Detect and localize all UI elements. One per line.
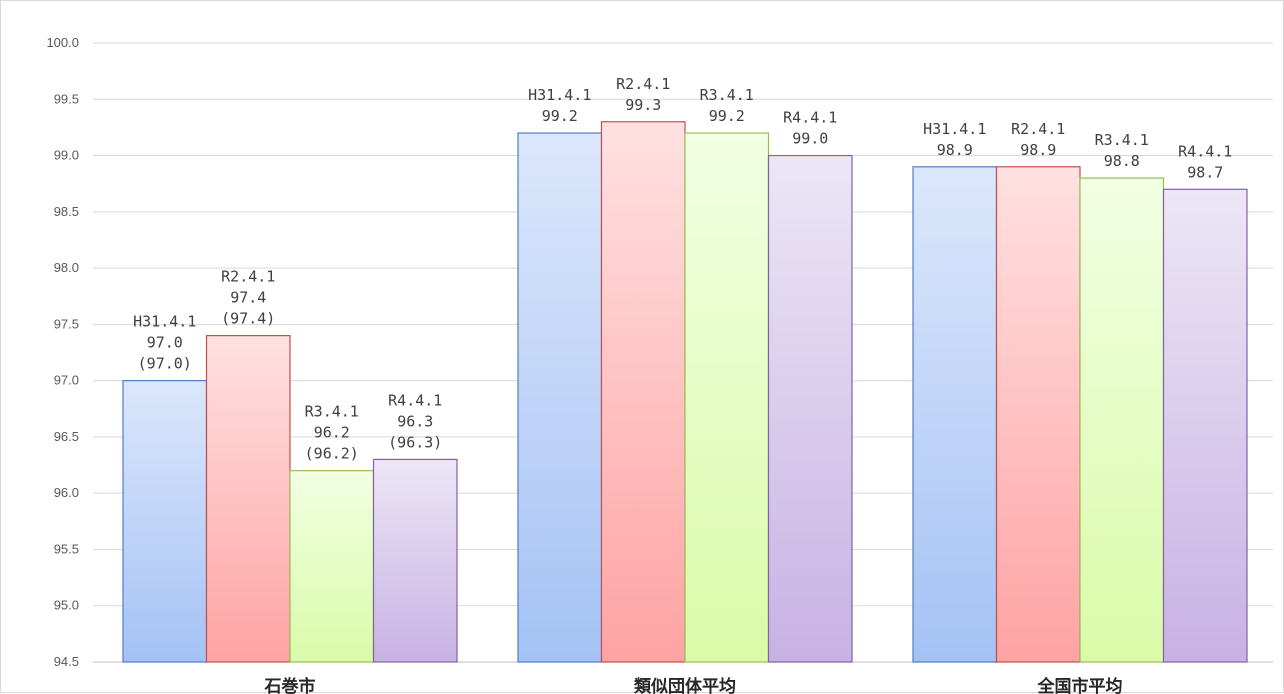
data-label: R4.4.1 <box>388 391 442 409</box>
data-label: 98.8 <box>1104 152 1140 170</box>
y-tick-label: 98.0 <box>54 260 79 275</box>
bar <box>1162 188 1248 663</box>
data-labels: H31.4.1 97.0 (97.0) H31.4.1 99.2 H31.4.1 98.9 R… <box>133 75 1232 463</box>
data-label: 98.9 <box>1020 141 1056 159</box>
category-label: 全国市平均 <box>1037 676 1123 694</box>
y-tick-label: 95.5 <box>54 541 79 556</box>
y-tick-label: 96.5 <box>54 429 79 444</box>
y-tick-label: 98.5 <box>54 204 79 219</box>
bar <box>122 380 208 663</box>
bar <box>205 335 291 663</box>
bar <box>995 166 1081 663</box>
bar <box>767 154 853 663</box>
data-label: 98.9 <box>937 141 973 159</box>
data-label: R4.4.1 <box>1178 142 1232 160</box>
data-label: R3.4.1 <box>1095 131 1149 149</box>
y-tick-label: 97.5 <box>54 316 79 331</box>
data-label: H31.4.1 <box>923 120 986 138</box>
data-label: 97.4 <box>230 289 266 307</box>
data-label: R4.4.1 <box>783 109 837 127</box>
data-label: 96.2 <box>314 424 350 442</box>
data-label: (96.2) <box>305 445 359 463</box>
data-label: R2.4.1 <box>221 268 275 286</box>
bar <box>600 121 686 663</box>
bar <box>517 132 603 663</box>
category-label: 類似団体平均 <box>633 676 736 694</box>
data-label: 99.3 <box>625 96 661 114</box>
y-tick-label: 96.0 <box>54 485 79 500</box>
data-label: (97.0) <box>138 355 192 373</box>
bars <box>122 121 1248 663</box>
data-label: R3.4.1 <box>700 86 754 104</box>
bar <box>1079 177 1165 663</box>
bar <box>684 132 770 663</box>
bar <box>912 166 998 663</box>
data-label: 97.0 <box>147 334 183 352</box>
data-label: H31.4.1 <box>528 86 591 104</box>
data-label: (97.4) <box>221 310 275 328</box>
y-tick-label: 99.0 <box>54 148 79 163</box>
data-label: 99.2 <box>542 107 578 125</box>
bar <box>289 470 375 663</box>
y-tick-label: 94.5 <box>54 654 79 669</box>
y-tick-label: 97.0 <box>54 373 79 388</box>
data-label: 99.0 <box>792 130 828 148</box>
x-axis-categories: 石巻市 類似団体平均 全国市平均 <box>264 676 1123 694</box>
bar <box>372 458 458 663</box>
y-tick-label: 100.0 <box>46 35 79 50</box>
data-label: R2.4.1 <box>616 75 670 93</box>
y-axis-ticks: 94.5 95.0 95.5 96.0 96.5 97.0 97.5 98.0 98.5 99.0… <box>46 35 79 669</box>
data-label: 99.2 <box>709 107 745 125</box>
y-tick-label: 95.0 <box>54 598 79 613</box>
data-label: H31.4.1 <box>133 313 196 331</box>
data-label: 98.7 <box>1187 163 1223 181</box>
category-label: 石巻市 <box>264 676 316 694</box>
data-label: (96.3) <box>388 433 442 451</box>
data-label: R2.4.1 <box>1011 120 1065 138</box>
data-label: R3.4.1 <box>305 403 359 421</box>
y-tick-label: 99.5 <box>54 91 79 106</box>
data-label: 96.3 <box>397 412 433 430</box>
